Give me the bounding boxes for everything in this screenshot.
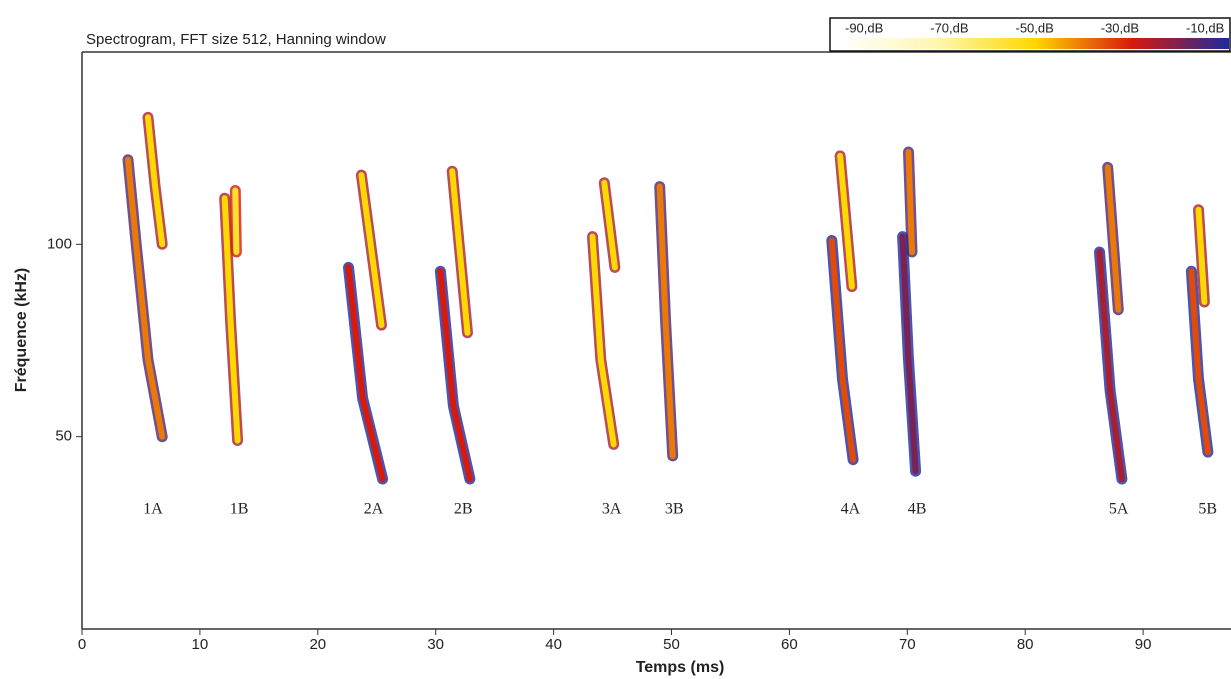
x-tick-label: 80 — [1017, 636, 1034, 653]
call-streak — [905, 149, 915, 255]
call-label: 5B — [1198, 501, 1217, 518]
colorbar-label: -10,dB — [1186, 20, 1224, 35]
call-streak — [437, 268, 473, 482]
call-label: 4B — [908, 501, 927, 518]
x-tick-label: 0 — [78, 636, 86, 653]
call-label: 4A — [841, 501, 861, 518]
call-streak — [358, 172, 385, 329]
x-tick-label: 10 — [192, 636, 209, 653]
call-label: 2B — [454, 501, 473, 518]
call-streak — [1188, 268, 1211, 456]
call-streak — [589, 233, 617, 448]
x-tick-label: 30 — [427, 636, 444, 653]
call-label: 3B — [665, 501, 684, 518]
x-tick-label: 20 — [309, 636, 326, 653]
colorbar-label: -50,dB — [1016, 20, 1054, 35]
call-streak — [656, 183, 676, 459]
call-streak — [1096, 249, 1125, 482]
x-tick-label: 40 — [545, 636, 562, 653]
call-label: 3A — [602, 501, 622, 518]
x-axis-label: Temps (ms) — [636, 659, 725, 676]
call-streak — [125, 156, 166, 440]
call-streak — [1195, 206, 1208, 305]
call-streak — [449, 168, 471, 336]
colorbar-label: -70,dB — [930, 20, 968, 35]
call-streak — [145, 114, 166, 248]
colorbar-label: -90,dB — [845, 20, 883, 35]
call-streak — [232, 187, 240, 255]
plot-area: 1A 1B 2A 2B 3A 3B 4A 4B 5A 5B — [122, 111, 1217, 518]
call-label: 5A — [1109, 501, 1129, 518]
call-streak — [837, 152, 855, 290]
y-tick-label: 50 — [55, 428, 72, 445]
x-tick-label: 90 — [1135, 636, 1152, 653]
call-streak — [899, 233, 919, 475]
call-streak — [828, 237, 857, 463]
colorbar-label: -30,dB — [1101, 20, 1139, 35]
x-tick-label: 70 — [899, 636, 916, 653]
x-tick-label: 50 — [663, 636, 680, 653]
call-streak — [601, 179, 618, 271]
x-tick-label: 60 — [781, 636, 798, 653]
call-streak — [345, 264, 386, 482]
call-label: 1A — [143, 501, 163, 518]
call-label: 1B — [230, 501, 249, 518]
chart-title: Spectrogram, FFT size 512, Hanning windo… — [86, 31, 386, 48]
call-label: 2A — [364, 501, 384, 518]
colorbar — [840, 38, 1229, 49]
y-tick-label: 100 — [47, 235, 72, 252]
call-streak — [221, 195, 241, 444]
y-axis-label: Fréquence (kHz) — [13, 268, 30, 392]
call-streak — [1104, 164, 1122, 313]
